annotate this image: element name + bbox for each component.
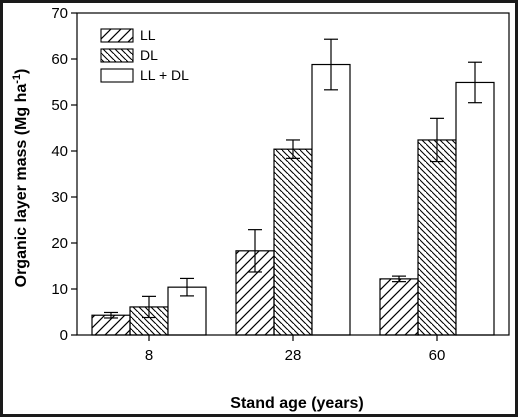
error-bar-ll-28 [248, 229, 262, 273]
bar-ll-dl-60 [455, 81, 495, 336]
y-tick-label-60: 60 [51, 51, 68, 68]
x-tick-label-60: 60 [429, 347, 446, 364]
bar-ll-60 [379, 278, 419, 336]
error-bar-ll-dl-28 [324, 38, 338, 91]
y-tick-label-0: 0 [60, 327, 68, 344]
bar-ll-dl-28 [311, 63, 351, 336]
legend-label-ll: LL [140, 27, 156, 43]
y-tick-label-10: 10 [51, 281, 68, 298]
bar-dl-28 [273, 148, 313, 336]
error-bar-ll-dl-60 [468, 61, 482, 104]
error-bar-dl-28 [286, 139, 300, 159]
error-bar-ll-dl-8 [180, 277, 194, 297]
legend-swatch-dl [100, 48, 134, 63]
legend-label-dl: DL [140, 47, 158, 63]
y-tick-label-30: 30 [51, 189, 68, 206]
error-bar-ll-8 [104, 311, 118, 319]
legend-swatch-ll-dl [100, 68, 134, 83]
x-tick-label-28: 28 [285, 347, 302, 364]
x-tick-label-8: 8 [145, 347, 153, 364]
error-bar-dl-8 [142, 295, 156, 319]
y-tick-label-70: 70 [51, 5, 68, 22]
error-bar-dl-60 [430, 117, 444, 163]
bar-dl-60 [417, 139, 457, 336]
x-axis-title: Stand age (years) [230, 395, 363, 412]
y-axis-title-superscript: -1 [11, 74, 23, 84]
y-axis-title: Organic layer mass (Mg ha-1) [11, 69, 30, 288]
y-tick-label-50: 50 [51, 97, 68, 114]
y-axis-title-close: ) [13, 69, 30, 74]
legend: LL DL LL + DL [100, 27, 189, 83]
y-axis-title-main: Organic layer mass (Mg ha [13, 84, 30, 288]
y-tick-label-20: 20 [51, 235, 68, 252]
legend-swatch-ll [100, 28, 134, 43]
y-tick-label-40: 40 [51, 143, 68, 160]
error-bar-ll-60 [392, 275, 406, 283]
legend-label-ll-dl: LL + DL [140, 67, 189, 83]
